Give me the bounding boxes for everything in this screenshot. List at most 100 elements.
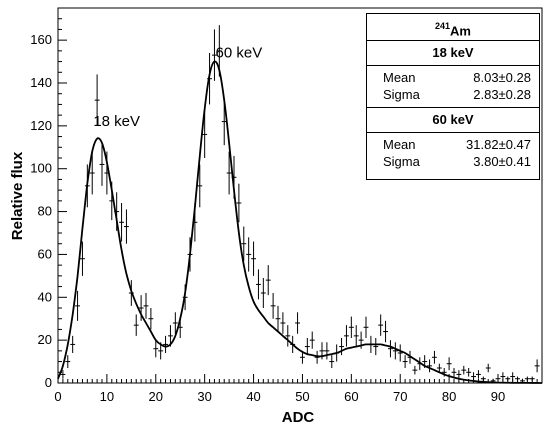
data-point	[388, 340, 393, 358]
x-tick-label: 30	[197, 389, 211, 404]
stats-peak-1-title: 18 keV	[367, 41, 539, 66]
data-point	[344, 325, 349, 347]
data-point	[353, 325, 359, 347]
data-point	[133, 314, 139, 336]
stats-label: Mean	[383, 70, 416, 85]
data-point	[148, 308, 154, 330]
data-point	[251, 241, 256, 276]
x-axis: 0 10 20 30 40 50 60 70 80 90	[54, 374, 543, 404]
x-tick-label: 60	[344, 389, 358, 404]
data-point	[265, 265, 271, 296]
y-tick-label: 120	[30, 118, 52, 133]
data-point	[304, 338, 310, 356]
data-point	[480, 376, 486, 381]
data-point	[534, 359, 540, 373]
stats-peak-1-values: Mean 8.03±0.28 Sigma 2.83±0.28	[367, 66, 539, 108]
y-tick-label: 60	[38, 246, 52, 261]
data-point	[270, 293, 276, 319]
stats-value: 8.03±0.28	[473, 70, 531, 85]
data-point	[212, 29, 217, 81]
data-point	[285, 325, 291, 347]
x-tick-label: 90	[491, 389, 505, 404]
stats-peak-2-values: Mean 31.82±0.47 Sigma 3.80±0.41	[367, 133, 539, 174]
data-point	[485, 363, 491, 373]
data-point	[461, 365, 467, 375]
data-point	[163, 335, 168, 353]
stats-value: 3.80±0.41	[473, 154, 531, 169]
data-point	[373, 338, 379, 356]
data-point	[500, 372, 506, 381]
stats-title-element: Am	[450, 23, 471, 39]
data-point	[75, 290, 80, 321]
stats-peak-2-title: 60 keV	[367, 108, 539, 133]
plot-frame	[57, 7, 543, 384]
data-point	[432, 350, 437, 364]
stats-row: Mean 31.82±0.47	[375, 136, 531, 153]
data-point	[495, 376, 501, 381]
data-point	[202, 110, 208, 158]
y-tick-label: 140	[30, 75, 52, 90]
annotation-60kev: 60 keV	[216, 44, 263, 61]
data-point	[510, 372, 516, 381]
annotation-18kev: 18 keV	[93, 113, 140, 130]
data-point	[124, 209, 129, 244]
data-point	[446, 357, 452, 371]
data-point	[476, 370, 481, 379]
stats-value: 31.82±0.47	[466, 137, 531, 152]
data-point	[339, 338, 344, 356]
y-axis: 0 20 40 60 80 100 120 140 160	[30, 7, 67, 390]
data-point	[309, 331, 315, 349]
data-point	[329, 355, 335, 368]
stats-row: Sigma 3.80±0.41	[375, 153, 531, 170]
data-point	[70, 335, 76, 353]
data-point	[412, 365, 418, 375]
data-point	[348, 316, 354, 338]
data-point	[236, 183, 242, 223]
data-point	[80, 241, 85, 276]
data-point	[324, 342, 330, 360]
data-point	[153, 340, 159, 358]
x-tick-label: 10	[100, 389, 114, 404]
stats-label: Sigma	[383, 87, 420, 102]
data-point	[402, 355, 408, 368]
y-axis-title: Relative flux	[9, 151, 26, 240]
data-point	[295, 312, 300, 334]
data-point	[363, 316, 369, 338]
data-point	[378, 314, 384, 336]
data-point	[515, 376, 520, 381]
data-point	[456, 370, 462, 379]
data-point	[392, 342, 398, 360]
data-point	[256, 269, 261, 300]
data-point	[300, 350, 305, 364]
data-point	[246, 237, 252, 272]
data-point	[280, 312, 286, 334]
data-point	[89, 151, 95, 195]
stats-title: 241Am	[367, 14, 539, 41]
data-point	[314, 350, 320, 364]
data-point	[260, 278, 266, 308]
data-point	[466, 368, 472, 377]
data-point	[436, 363, 442, 373]
data-point	[119, 203, 124, 242]
y-tick-label: 100	[30, 161, 52, 176]
y-tick-label: 160	[30, 32, 52, 47]
data-point	[143, 293, 149, 319]
x-tick-label: 80	[442, 389, 456, 404]
data-point	[226, 151, 232, 195]
data-point	[197, 164, 203, 208]
data-point	[451, 368, 457, 377]
data-point	[275, 305, 281, 332]
data-point	[505, 376, 511, 381]
data-point	[397, 344, 403, 362]
stats-label: Mean	[383, 137, 416, 152]
y-tick-label: 80	[38, 204, 52, 219]
data-point	[65, 355, 71, 368]
y-tick-label: 20	[38, 332, 52, 347]
stats-row: Sigma 2.83±0.28	[375, 86, 531, 103]
stats-row: Mean 8.03±0.28	[375, 69, 531, 86]
data-point	[99, 143, 105, 186]
data-point	[471, 372, 476, 381]
stats-label: Sigma	[383, 154, 420, 169]
data-point	[138, 295, 144, 321]
